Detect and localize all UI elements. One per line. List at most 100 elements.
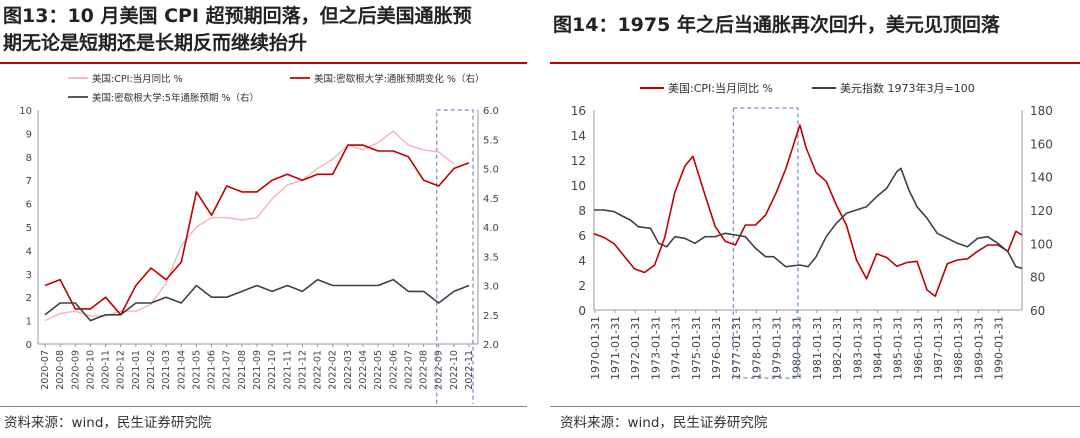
x-tick-label: 1985-01-31 [892, 316, 905, 380]
x-tick-label: 2022-11 [464, 350, 475, 390]
x-tick-label: 1972-01-31 [629, 316, 642, 380]
x-tick-label: 1987-01-31 [932, 316, 945, 380]
highlight-box [732, 107, 799, 379]
y-tick-label-right: 5.0 [483, 165, 499, 176]
x-tick-label: 1982-01-31 [831, 316, 844, 380]
x-tick-label: 1970-01-31 [589, 316, 602, 380]
y-tick-label-right: 6.0 [483, 106, 499, 117]
legend-label: 美国:密歇根大学:通胀预期变化 %（右） [314, 73, 484, 85]
x-tick-label: 1983-01-31 [851, 316, 864, 380]
x-tick-label: 2022-10 [449, 350, 460, 390]
x-tick-label: 2022-01 [313, 350, 324, 390]
x-tick-label: 2021-11 [282, 350, 293, 390]
x-tick-label: 2021-02 [146, 350, 157, 390]
y-tick-label-left: 2 [26, 293, 32, 304]
y-tick-label-left: 0 [26, 340, 32, 351]
y-tick-label-left: 4 [578, 254, 586, 268]
x-tick-label: 2020-07 [40, 350, 51, 390]
legend-label: 美国:密歇根大学:5年通胀预期 %（右） [92, 92, 259, 104]
x-tick-label: 2021-12 [297, 350, 308, 390]
x-tick-label: 2021-04 [176, 350, 187, 390]
y-tick-label-left: 3 [26, 270, 32, 281]
legend-label: 美元指数 1973年3月=100 [840, 81, 975, 95]
x-tick-label: 1980-01-31 [791, 316, 804, 380]
x-tick-label: 2021-01 [131, 350, 142, 390]
y-tick-label-right: 140 [1030, 171, 1053, 185]
chart-title-left: 图13：10 月美国 CPI 超预期回落，但之后美国通胀预 期无论是短期还是长期… [3, 3, 472, 57]
series-line-1 [44, 130, 455, 322]
series-line-1 [593, 124, 1023, 298]
y-tick-label-left: 8 [578, 204, 586, 218]
x-tick-label: 1976-01-31 [710, 316, 723, 380]
x-tick-label: 2022-03 [343, 350, 354, 390]
chart-panel-left: 图13：10 月美国 CPI 超预期回落，但之后美国通胀预 期无论是短期还是长期… [0, 0, 527, 438]
x-tick-label: 2021-10 [267, 350, 278, 390]
title-rule-right [550, 62, 1080, 64]
x-tick-label: 2022-02 [328, 350, 339, 390]
x-tick-label: 2021-05 [191, 350, 202, 390]
x-tick-label: 1990-01-31 [993, 316, 1006, 380]
y-tick-label-left: 8 [26, 153, 32, 164]
x-tick-label: 1971-01-31 [609, 316, 622, 380]
y-tick-label-right: 3.5 [483, 252, 499, 263]
x-tick-label: 2022-07 [403, 350, 414, 390]
y-tick-label-left: 2 [578, 279, 586, 293]
x-tick-label: 2020-11 [101, 350, 112, 390]
series-line-2 [44, 144, 470, 316]
y-tick-label-left: 6 [26, 200, 32, 211]
x-tick-label: 1989-01-31 [972, 316, 985, 380]
y-tick-label-left: 10 [19, 106, 32, 117]
y-tick-label-left: 6 [578, 229, 586, 243]
x-tick-label: 1973-01-31 [649, 316, 662, 380]
y-tick-label-right: 4.0 [483, 223, 499, 234]
legend-label: 美国:CPI:当月同比 % [92, 73, 183, 85]
x-tick-label: 1974-01-31 [670, 316, 683, 380]
chart-panel-right: 图14：1975 年之后当通胀再次回升，美元见顶回落 0 2 4 6 8 10 12 14 16… [550, 0, 1080, 438]
x-tick-label: 1986-01-31 [912, 316, 925, 380]
x-tick-label: 1988-01-31 [952, 316, 965, 380]
y-tick-label-left: 9 [26, 129, 32, 140]
source-rule-right [550, 406, 1080, 407]
chart-title-left-line1: 图13：10 月美国 CPI 超预期回落，但之后美国通胀预 [3, 5, 472, 27]
x-tick-label: 1984-01-31 [871, 316, 884, 380]
y-tick-label-right: 2.0 [483, 340, 499, 351]
x-tick-label: 2020-12 [116, 350, 127, 390]
x-tick-label: 2022-09 [434, 350, 445, 390]
y-tick-label-left: 14 [571, 129, 586, 143]
x-tick-label: 2020-09 [70, 350, 81, 390]
x-tick-label: 1977-01-31 [730, 316, 743, 380]
chart-title-right-line1: 图14：1975 年之后当通胀再次回升，美元见顶回落 [553, 14, 1000, 36]
x-tick-label: 1975-01-31 [690, 316, 703, 380]
x-tick-label: 2022-06 [388, 350, 399, 390]
y-tick-label-left: 5 [26, 223, 32, 234]
y-tick-label-right: 5.5 [483, 135, 499, 146]
x-tick-label: 2021-08 [237, 350, 248, 390]
x-tick-label: 1978-01-31 [750, 316, 763, 380]
y-tick-label-right: 160 [1030, 137, 1053, 151]
x-tick-label: 2022-04 [358, 350, 369, 390]
x-tick-label: 2022-05 [373, 350, 384, 390]
y-tick-label-right: 180 [1030, 104, 1053, 118]
y-tick-label-right: 60 [1030, 304, 1045, 318]
x-tick-label: 2020-08 [55, 350, 66, 390]
x-tick-label: 2021-07 [222, 350, 233, 390]
series-line-3 [44, 278, 470, 322]
x-tick-label: 2020-10 [85, 350, 96, 390]
x-tick-label: 1981-01-31 [811, 316, 824, 380]
y-tick-label-left: 12 [571, 154, 586, 168]
y-tick-label-left: 0 [578, 304, 586, 318]
y-tick-label-right: 100 [1030, 237, 1053, 251]
y-tick-label-right: 4.5 [483, 194, 499, 205]
y-tick-label-left: 7 [26, 176, 32, 187]
y-tick-label-right: 3.0 [483, 282, 499, 293]
x-tick-label: 2022-08 [419, 350, 430, 390]
chart-title-right: 图14：1975 年之后当通胀再次回升，美元见顶回落 [553, 12, 1000, 39]
source-rule-left [0, 406, 527, 407]
cpi-dollar-index-chart: 0 2 4 6 8 10 12 14 16 60 80 100 120 140 160 180 1970-01-… [571, 81, 1053, 380]
cpi-inflation-expectation-chart: 0 1 2 3 4 5 6 7 8 9 10 2.0 2.5 3.0 3.5 4.0 4.5 5.0 5.5 6.0 2… [19, 73, 499, 404]
y-tick-label-left: 4 [26, 246, 32, 257]
y-tick-label-left: 10 [571, 179, 586, 193]
y-tick-label-right: 2.5 [483, 311, 499, 322]
series-line-2 [594, 167, 1023, 270]
source-note-right: 资料来源：wind，民生证券研究院 [560, 415, 768, 431]
